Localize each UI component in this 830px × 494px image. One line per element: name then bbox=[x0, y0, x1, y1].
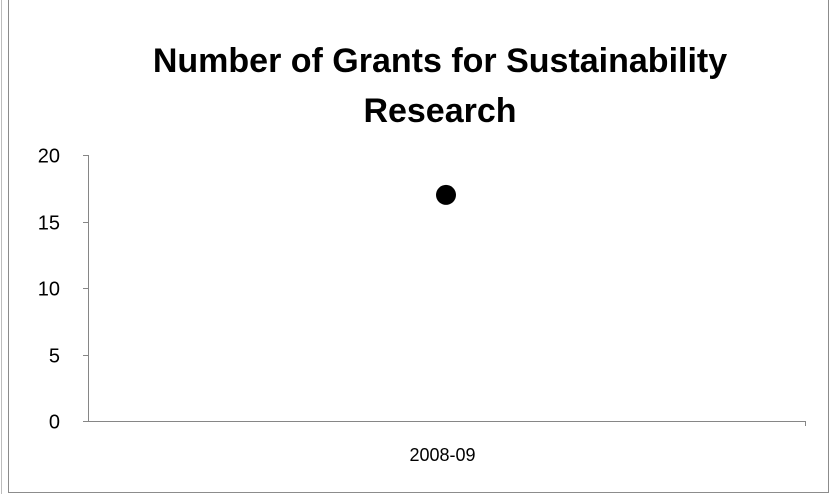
y-tick-label: 0 bbox=[49, 412, 60, 434]
y-axis-ticks: 0 5 10 15 20 bbox=[38, 146, 88, 434]
y-tick-label: 10 bbox=[38, 279, 60, 301]
chart-axes bbox=[88, 155, 806, 426]
window-left-edge bbox=[1, 0, 2, 494]
x-axis-categories: 2008-09 bbox=[409, 445, 475, 465]
y-tick-label: 5 bbox=[49, 346, 60, 368]
y-tick-label: 15 bbox=[38, 213, 60, 235]
x-category-label: 2008-09 bbox=[409, 445, 475, 465]
chart-title: Number of Grants for Sustainability Rese… bbox=[152, 42, 728, 130]
data-points bbox=[436, 184, 456, 205]
y-tick-label: 20 bbox=[38, 146, 60, 168]
chart-frame bbox=[8, 0, 829, 493]
data-point bbox=[436, 184, 456, 205]
